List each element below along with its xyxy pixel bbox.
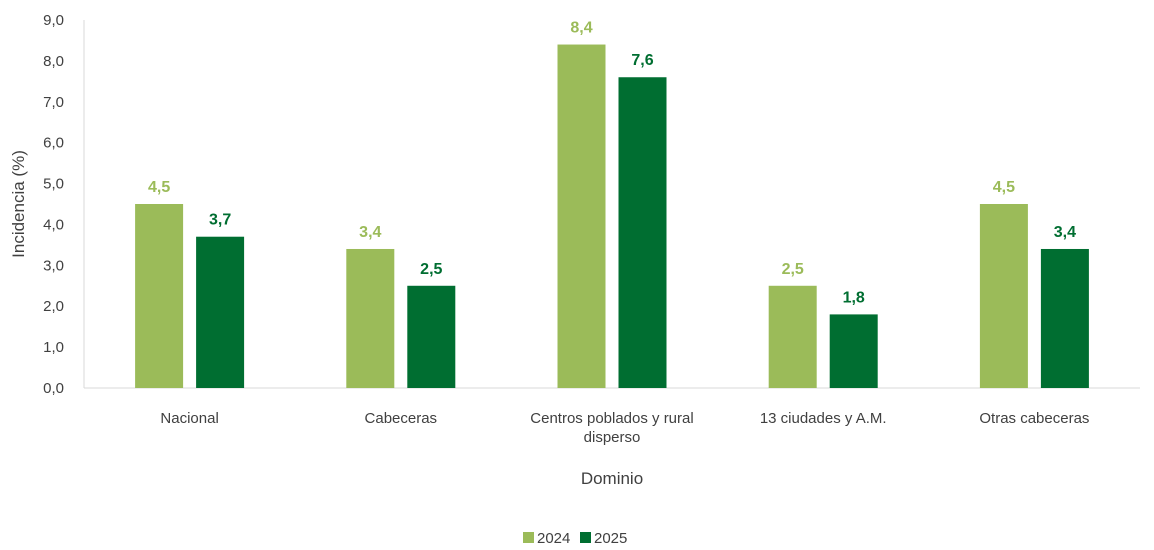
- bar-2025: [829, 314, 878, 388]
- data-label: 2,5: [420, 261, 442, 278]
- bar-2024: [768, 285, 817, 388]
- y-tick-label: 9,0: [43, 12, 64, 29]
- data-label: 7,6: [631, 52, 653, 69]
- category-label: Nacional: [160, 410, 218, 427]
- legend: 2024 2025: [523, 530, 627, 547]
- y-tick-label: 4,0: [43, 216, 64, 233]
- bar-2024: [135, 204, 184, 388]
- legend-label: 2024: [537, 530, 570, 547]
- y-tick-label: 7,0: [43, 94, 64, 111]
- category-label: Cabeceras: [365, 410, 438, 427]
- data-label: 3,7: [209, 212, 231, 229]
- bar-2025: [196, 236, 245, 388]
- y-axis: 0,0 1,0 2,0 3,0 4,0 5,0 6,0 7,0 8,0 9,0: [43, 12, 85, 397]
- y-tick-label: 0,0: [43, 380, 64, 397]
- category-label: 13 ciudades y A.M.: [760, 410, 887, 427]
- y-tick-label: 6,0: [43, 135, 64, 152]
- data-labels: 4,5 3,7 3,4 2,5 8,4 7,6 2,5 1,8 4,5 3,4: [148, 20, 1076, 307]
- legend-item-2025: 2025: [580, 530, 627, 547]
- legend-label: 2025: [594, 530, 627, 547]
- bar-2025: [407, 285, 456, 388]
- y-tick-label: 8,0: [43, 53, 64, 70]
- bar-2024: [346, 248, 395, 388]
- x-axis-title: Dominio: [581, 469, 643, 488]
- y-axis-title: Incidencia (%): [9, 150, 28, 258]
- data-label: 3,4: [359, 224, 381, 241]
- legend-item-2024: 2024: [523, 530, 570, 547]
- category-label: Centros poblados y rural disperso: [530, 410, 693, 446]
- bar-2025: [1040, 248, 1089, 388]
- data-label: 8,4: [570, 20, 592, 37]
- data-label: 3,4: [1054, 224, 1076, 241]
- legend-swatch: [523, 532, 534, 543]
- y-tick-label: 1,0: [43, 339, 64, 356]
- data-label: 4,5: [993, 179, 1015, 196]
- y-tick-label: 5,0: [43, 176, 64, 193]
- legend-swatch: [580, 532, 591, 543]
- bar-2025: [618, 77, 667, 388]
- bar-2024: [557, 44, 606, 389]
- data-label: 1,8: [843, 289, 865, 306]
- bars: [135, 44, 1089, 389]
- bar-2024: [979, 204, 1028, 388]
- x-axis: Nacional Cabeceras Centros poblados y rura…: [84, 387, 1140, 446]
- data-label: 2,5: [782, 261, 804, 278]
- y-tick-label: 3,0: [43, 257, 64, 274]
- y-tick-label: 2,0: [43, 298, 64, 315]
- data-label: 4,5: [148, 179, 170, 196]
- category-label: Otras cabeceras: [979, 410, 1089, 427]
